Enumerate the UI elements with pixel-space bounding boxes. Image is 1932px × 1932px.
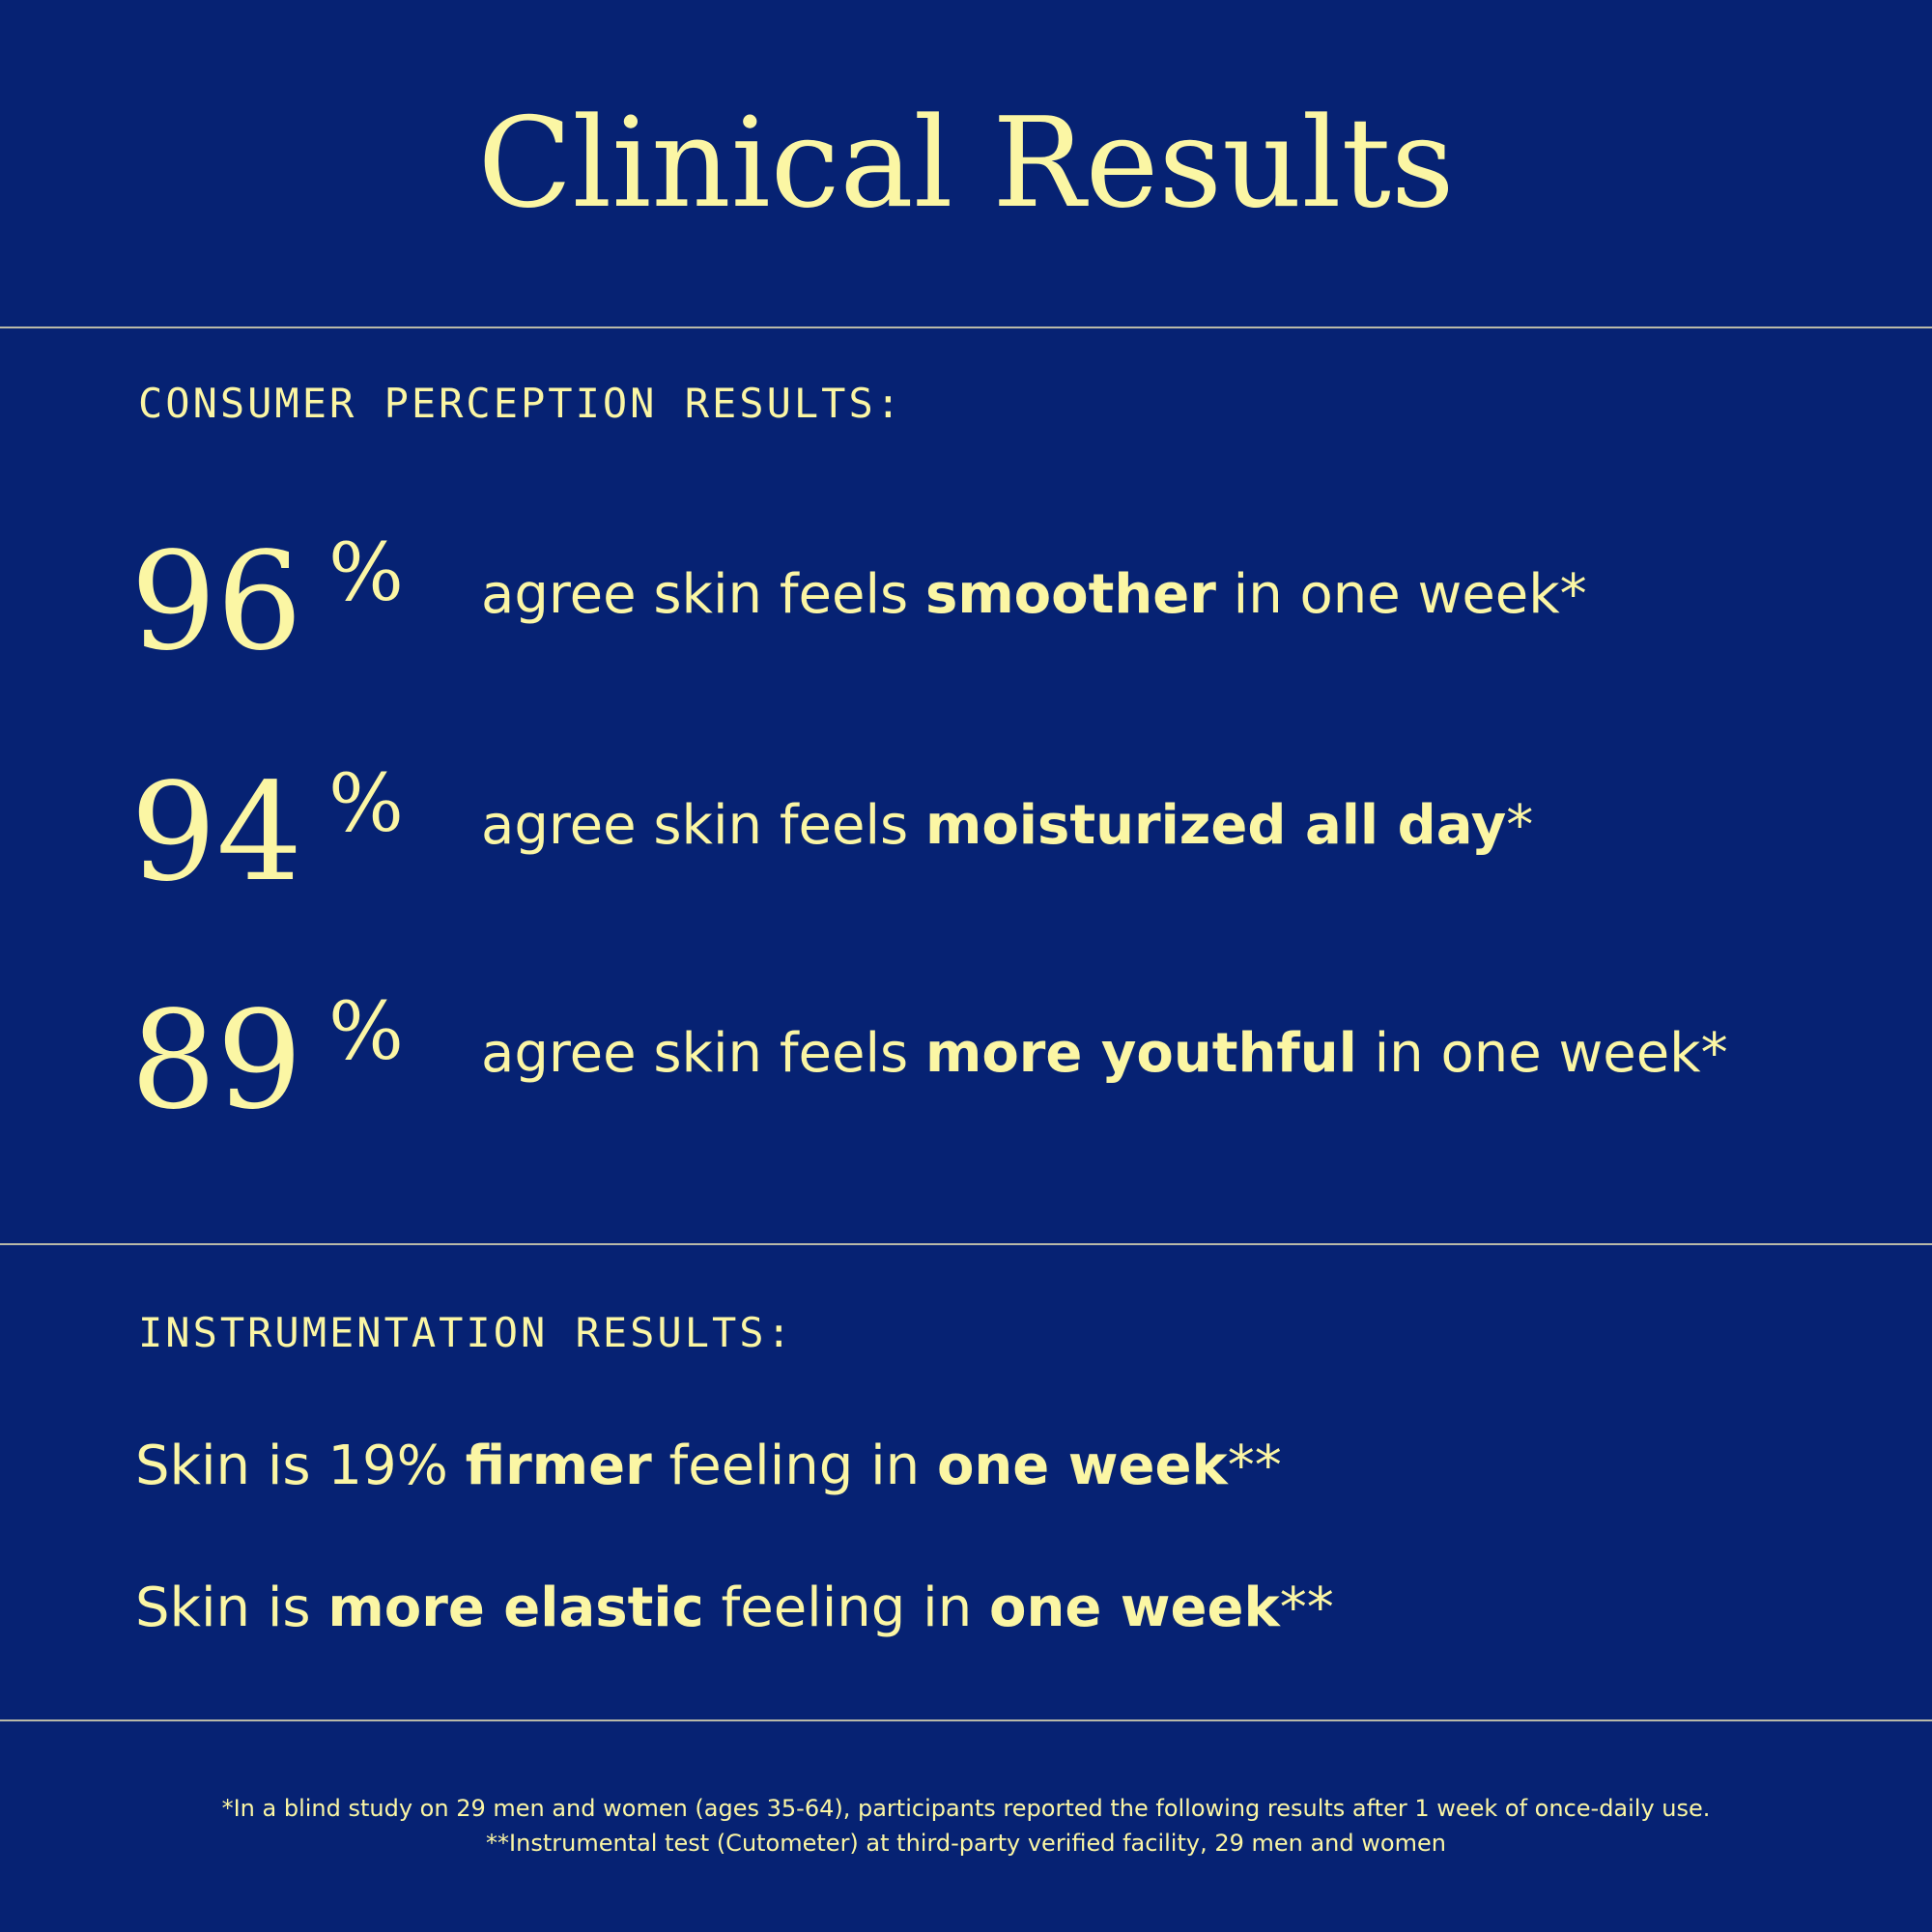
title: Clinical Results <box>477 92 1455 236</box>
text: Skin is <box>135 1577 328 1639</box>
stat-description: agree skin feels smoother in one week* <box>481 561 1587 629</box>
text: Skin is 19% <box>135 1435 466 1497</box>
text: * <box>1506 794 1534 857</box>
text: feeling in <box>651 1435 937 1497</box>
text: agree skin feels <box>481 1022 925 1085</box>
stat-unit: % <box>328 758 404 850</box>
stat-unit: % <box>328 527 404 619</box>
bold-text: firmer <box>465 1435 652 1497</box>
text: in one week* <box>1215 563 1587 626</box>
bold-text: one week <box>936 1435 1228 1497</box>
section-heading: CONSUMER PERCEPTION RESULTS: <box>138 380 904 427</box>
text: ** <box>1227 1435 1282 1497</box>
bold-text: more youthful <box>924 1022 1357 1085</box>
text: in one week* <box>1356 1022 1728 1085</box>
section-heading: INSTRUMENTATION RESULTS: <box>138 1309 794 1356</box>
text: agree skin feels <box>481 563 925 626</box>
footnote: *In a blind study on 29 men and women (a… <box>221 1795 1711 1822</box>
bold-text: smoother <box>924 563 1216 626</box>
footnote: **Instrumental test (Cutometer) at third… <box>486 1830 1446 1857</box>
text: ** <box>1279 1577 1334 1639</box>
bold-text: one week <box>988 1577 1280 1639</box>
text: agree skin feels <box>481 794 925 857</box>
text: feeling in <box>703 1577 989 1639</box>
stat-number: 96 <box>130 524 303 681</box>
stat-description: agree skin feels more youthful in one we… <box>481 1020 1728 1088</box>
bold-text: more elastic <box>327 1577 704 1639</box>
divider <box>0 1243 1932 1245</box>
stat-number: 94 <box>130 754 303 912</box>
bold-text: moisturized all day <box>924 794 1507 857</box>
stat-number: 89 <box>130 982 303 1140</box>
result-statement: Skin is more elastic feeling in one week… <box>135 1575 1334 1642</box>
divider <box>0 1719 1932 1721</box>
stat-description: agree skin feels moisturized all day* <box>481 792 1533 860</box>
result-statement: Skin is 19% firmer feeling in one week** <box>135 1433 1282 1500</box>
stat-unit: % <box>328 986 404 1078</box>
divider <box>0 327 1932 328</box>
